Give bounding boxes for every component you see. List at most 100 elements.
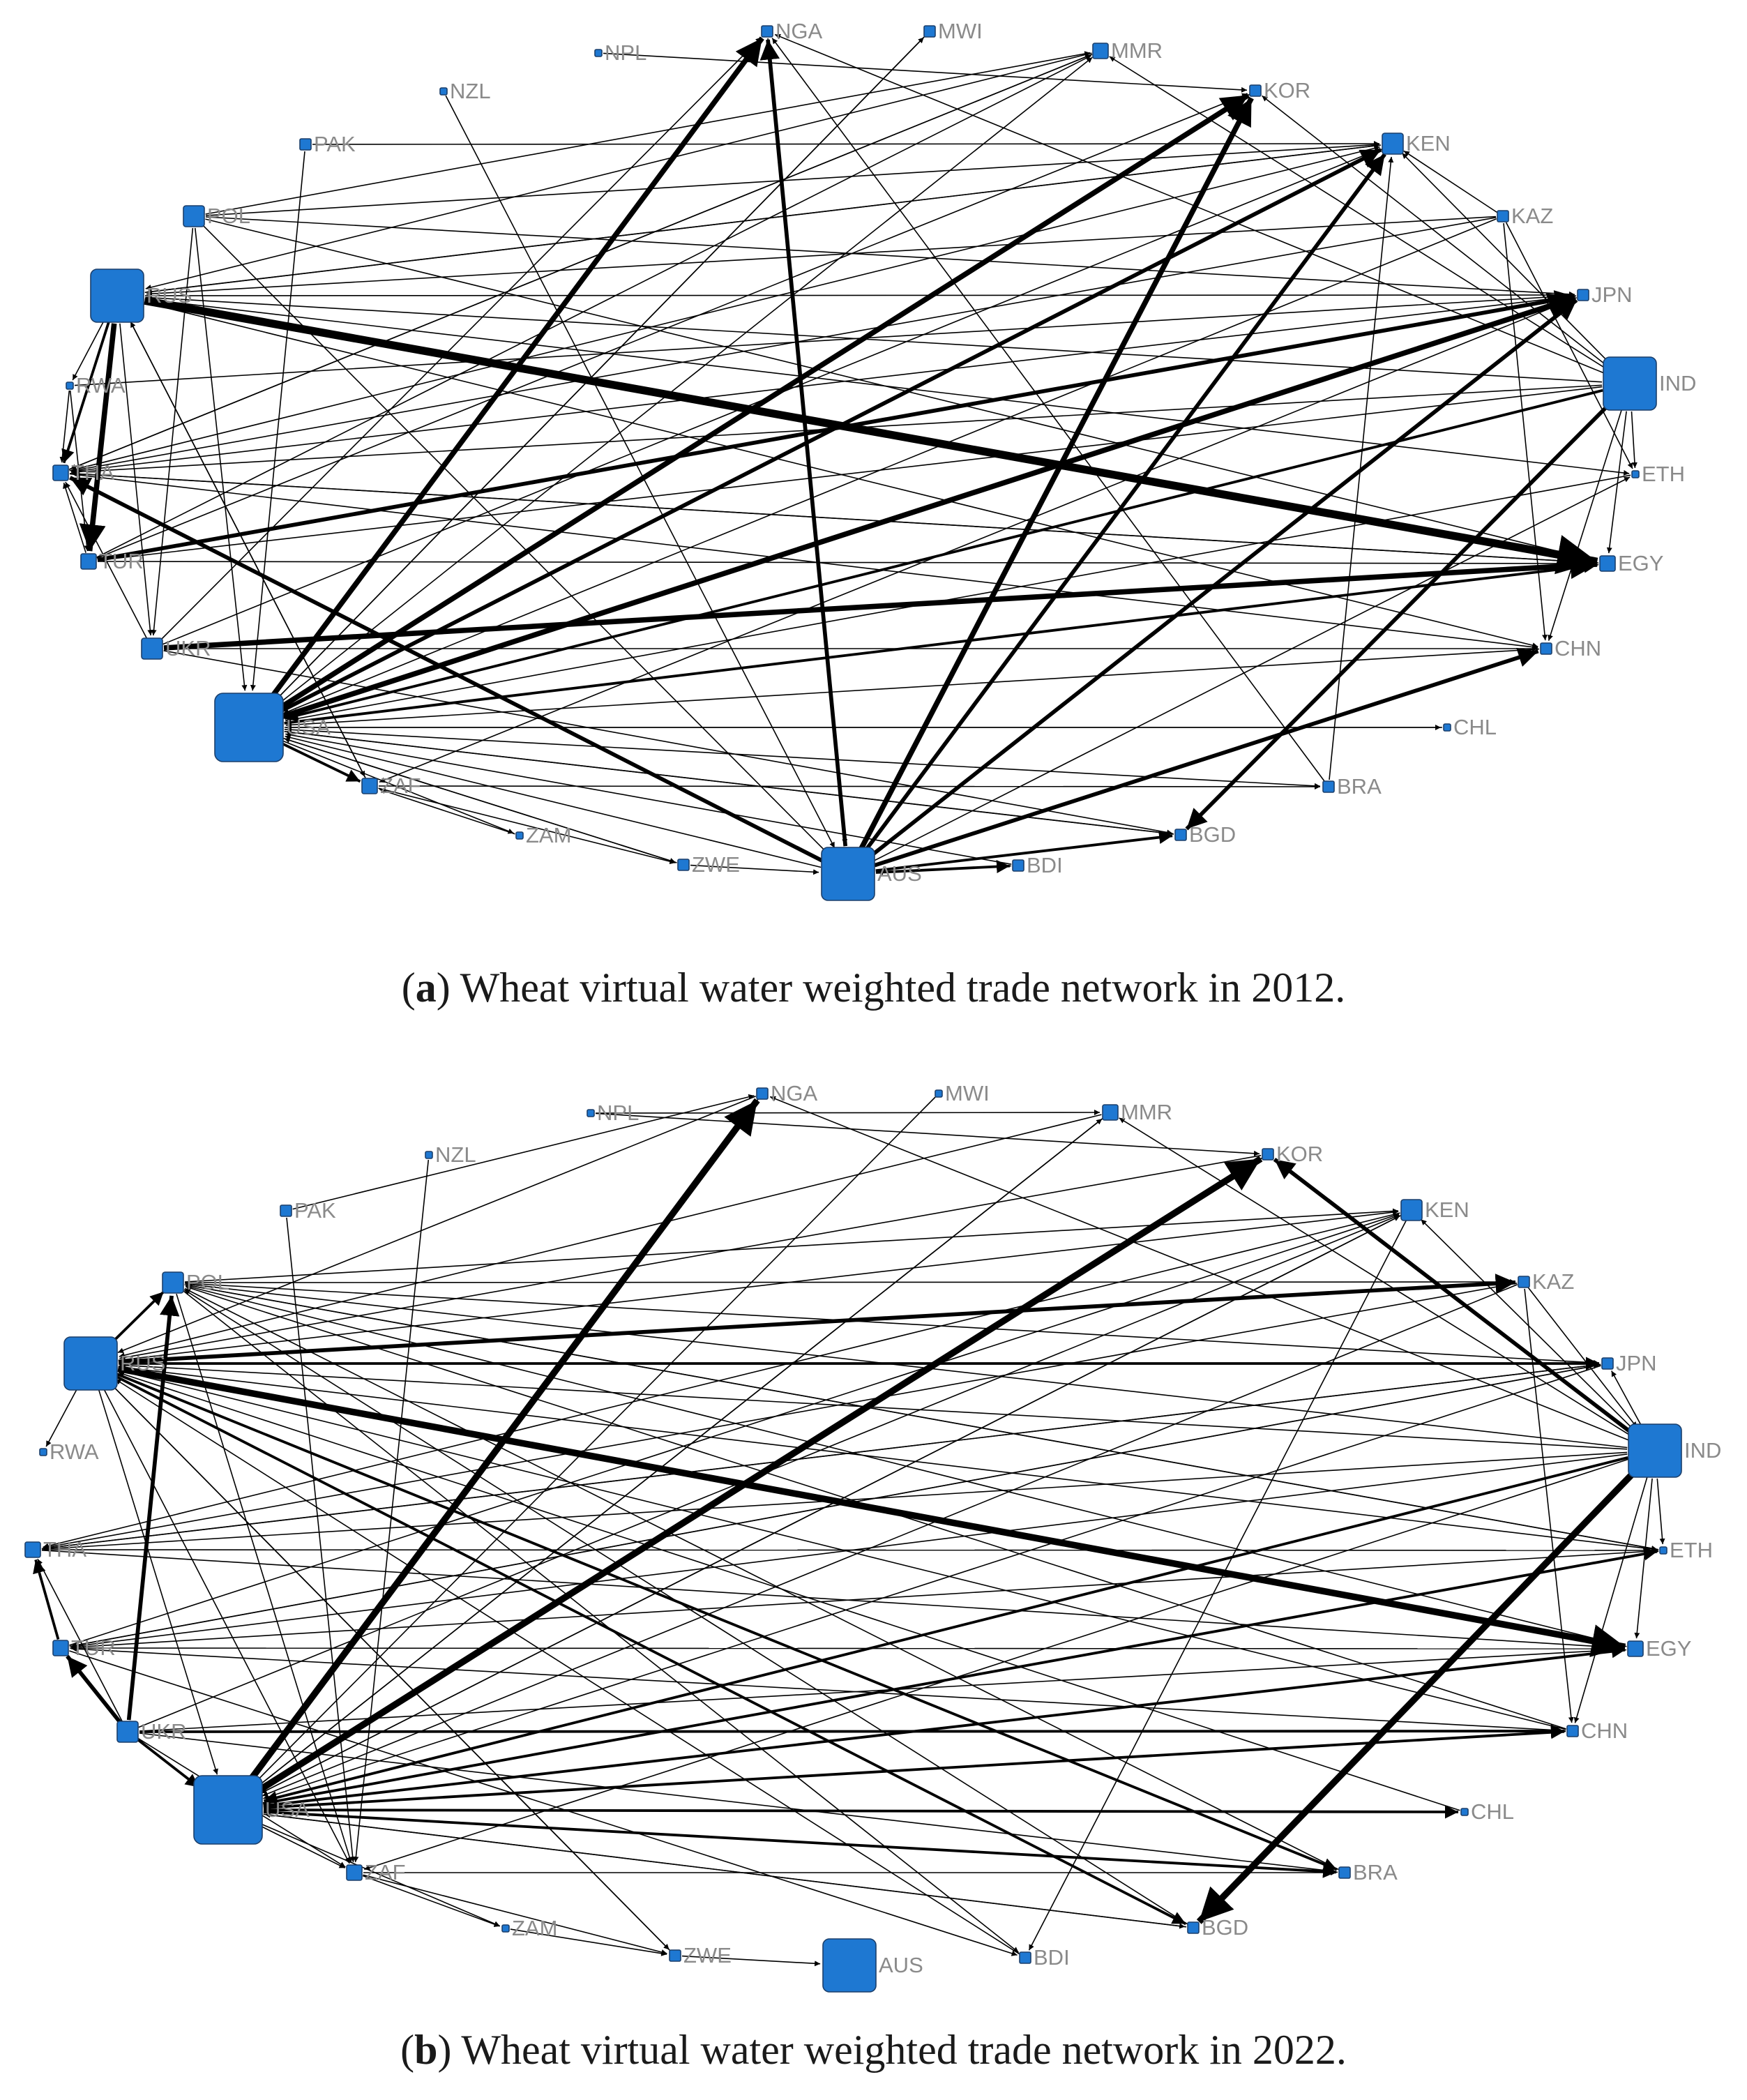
node-zwe: [677, 859, 690, 871]
edge-jpn-to-zaf: [379, 297, 1577, 783]
edge-eth-to-usa: [285, 474, 1631, 723]
node-label-rus: RUS: [120, 1351, 165, 1375]
edge-rus-to-egy: [117, 1365, 1626, 1658]
node-aus: [822, 1938, 877, 1993]
edge-aus-to-bgd: [875, 831, 1173, 873]
node-label-npl: NPL: [597, 1101, 639, 1125]
edge-nzl-to-zaf: [353, 1159, 430, 1863]
edge-rus-to-rwa: [45, 1387, 78, 1447]
edge-npl-to-mmr: [595, 1110, 1101, 1116]
edge-tur-to-kor: [96, 93, 1248, 559]
node-label-ken: KEN: [1406, 131, 1451, 156]
node-chl: [1460, 1808, 1469, 1816]
node-kor: [1262, 1148, 1274, 1161]
node-label-pol: POL: [186, 1270, 229, 1294]
edge-kaz-to-ken: [1403, 150, 1498, 213]
node-label-npl: NPL: [605, 40, 646, 65]
edge-pol-to-jpn: [205, 216, 1575, 297]
edge-egy-to-usa: [285, 564, 1599, 725]
edge-kaz-to-rus: [146, 216, 1497, 297]
node-usa: [193, 1775, 263, 1845]
edge-usa-to-zaf: [280, 741, 361, 783]
node-pol: [162, 1271, 184, 1294]
node-nga: [756, 1087, 769, 1100]
node-label-mmr: MMR: [1111, 38, 1163, 63]
node-npl: [587, 1109, 595, 1117]
node-kaz: [1518, 1276, 1530, 1288]
node-ukr: [141, 637, 163, 660]
node-label-ukr: UKR: [141, 1719, 186, 1744]
edge-zam-to-zaf: [379, 788, 515, 835]
edge-rus-to-jpn: [144, 292, 1575, 299]
edge-kaz-to-chn: [1503, 222, 1548, 641]
edge-ukr-to-ken: [138, 1214, 1400, 1728]
edge-mmr-to-rus: [119, 1114, 1102, 1358]
edge-pak-to-nga: [292, 1094, 755, 1210]
edge-ind-to-pol: [186, 1282, 1628, 1449]
node-egy: [1627, 1640, 1644, 1657]
edge-aus-to-chn: [874, 647, 1539, 868]
edge-ukr-to-bra: [139, 1732, 1337, 1874]
edge-usa-to-mmr: [276, 56, 1093, 706]
node-label-rwa: RWA: [50, 1440, 99, 1464]
node-zam: [515, 831, 524, 840]
node-pak: [280, 1204, 292, 1217]
edge-ind-to-eth: [1631, 411, 1638, 469]
edge-pol-to-aus: [202, 224, 828, 854]
node-label-kaz: KAZ: [1511, 204, 1553, 228]
node-label-nga: NGA: [776, 19, 823, 43]
nodes-a: NGA MWI MMR NPL NZL KOR PAK KEN POL KAZ RUS JPN IND R…: [52, 19, 1696, 901]
edge-ukr-to-nga: [160, 36, 762, 641]
node-zaf: [346, 1864, 363, 1881]
edge-rus-to-eth: [118, 1366, 1658, 1552]
node-label-kaz: KAZ: [1532, 1269, 1574, 1294]
edge-jpn-to-usa: [263, 1365, 1601, 1800]
node-label-aus: AUS: [879, 1953, 923, 1977]
edge-bra-to-ken: [1329, 156, 1394, 780]
node-mmr: [1102, 1104, 1119, 1121]
edge-pak-to-usa: [250, 151, 305, 691]
node-tha: [52, 464, 69, 481]
edge-kaz-to-usa: [282, 218, 1497, 714]
edge-zaf-to-zwe: [363, 1874, 667, 1955]
edge-bra-to-nga: [771, 38, 1325, 782]
node-label-nga: NGA: [771, 1081, 818, 1105]
edge-egy-to-pol: [186, 1284, 1627, 1647]
edge-ind-to-chn: [1548, 409, 1622, 641]
node-rwa: [39, 1448, 47, 1456]
edge-rus-to-ken: [118, 1209, 1399, 1361]
edge-bgd-to-pol: [183, 1289, 1188, 1925]
edges-b: [33, 1094, 1665, 1967]
network-graph-2012: NGA MWI MMR NPL NZL KOR PAK KEN POL KAZ RUS JPN IND R…: [52, 19, 1696, 901]
node-label-zwe: ZWE: [692, 852, 740, 877]
edge-pak-to-zaf: [286, 1217, 356, 1863]
edge-nga-to-rus: [117, 1095, 756, 1354]
edge-ind-to-tur: [98, 386, 1603, 563]
edge-tha-to-egy: [41, 1550, 1626, 1651]
node-eth: [1631, 470, 1640, 478]
edge-ind-to-egy: [1606, 411, 1627, 554]
node-label-ukr: UKR: [165, 636, 211, 660]
edge-mwi-to-usa: [274, 36, 925, 702]
edge-kor-to-usa: [259, 1157, 1262, 1791]
node-label-pak: PAK: [314, 132, 356, 156]
node-bra: [1322, 780, 1335, 793]
edge-rus-to-bgd: [114, 1375, 1187, 1926]
edge-bra-to-usa: [264, 1809, 1338, 1873]
edge-chn-to-rus: [119, 1369, 1566, 1730]
node-label-rwa: RWA: [76, 373, 126, 398]
edge-tha-to-ken: [69, 145, 1380, 471]
edge-chn-to-usa: [285, 648, 1540, 728]
node-usa: [214, 693, 284, 762]
node-label-jpn: JPN: [1591, 282, 1633, 307]
node-chn: [1540, 642, 1552, 655]
edge-tha-to-chn: [69, 473, 1538, 650]
edge-zam-to-zwe: [510, 1928, 667, 1956]
node-pak: [299, 138, 312, 151]
edge-aus-to-kor: [859, 96, 1254, 851]
node-label-tur: TUR: [71, 1636, 116, 1660]
edge-zaf-to-zwe: [378, 787, 676, 865]
node-ken: [1400, 1199, 1423, 1221]
edge-aus-to-ken: [863, 153, 1386, 853]
edge-nga-to-aus: [767, 38, 848, 845]
